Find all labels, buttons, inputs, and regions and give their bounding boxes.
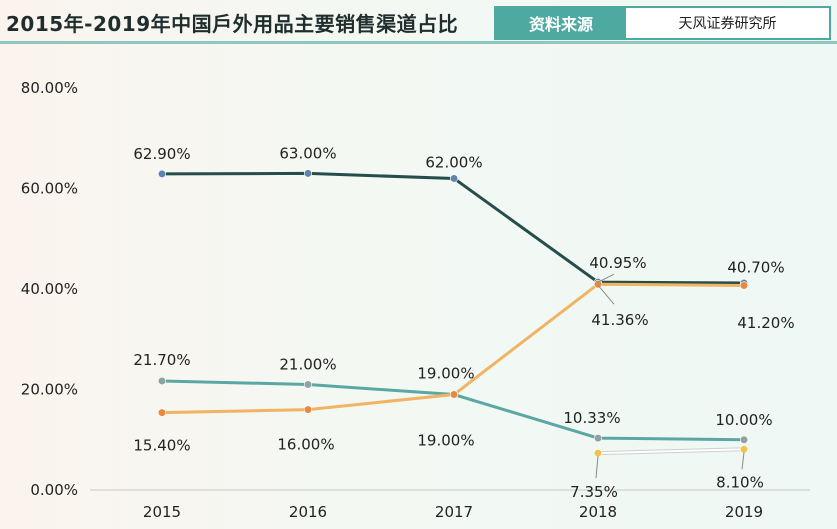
series-teal-data-label: 21.70% [133, 351, 190, 369]
series-orange-point [739, 281, 749, 290]
series-dark-point [449, 174, 459, 183]
series-teal-data-label: 10.00% [715, 411, 772, 429]
series-teal-data-label: 19.00% [417, 365, 474, 383]
chart-title: 2015年-2019年中国戶外用品主要销售渠道占比 [6, 12, 459, 36]
series-orange-data-label: 40.70% [727, 258, 784, 276]
series-dark-data-label: 62.00% [425, 153, 482, 171]
leader-line [741, 452, 745, 470]
y-tick-label: 0.00% [30, 481, 78, 499]
series-dark-point [157, 169, 167, 179]
series-yellow-data-label: 7.35% [570, 483, 618, 501]
x-tick-label: 2017 [435, 503, 473, 521]
source-box: 资料来源 天风证券研究所 [494, 6, 831, 40]
series-teal-point [157, 376, 167, 386]
series-dark-line [161, 171, 745, 285]
title-divider [0, 41, 837, 44]
series-dark-data-label: 62.90% [133, 145, 190, 163]
series-teal-point [593, 433, 603, 443]
x-tick-label: 2016 [289, 503, 327, 521]
series-teal-data-label: 10.33% [563, 409, 620, 427]
leader-line [595, 456, 599, 479]
series-yellow-point [593, 448, 603, 458]
series-dark-data-label: 63.00% [279, 144, 336, 162]
series-orange-data-label: 15.40% [133, 437, 190, 455]
series-orange-point [593, 280, 603, 289]
source-name: 天风证券研究所 [678, 16, 777, 32]
series-orange-data-label: 40.95% [589, 254, 646, 272]
series-dark-data-label: 41.36% [591, 311, 648, 329]
series-teal-point [303, 380, 313, 389]
series-orange-data-label: 16.00% [277, 436, 334, 454]
series-yellow-line [597, 448, 745, 455]
y-tick-label: 40.00% [21, 280, 78, 298]
x-tick-label: 2019 [725, 503, 763, 521]
series-orange-data-label: 19.00% [417, 432, 474, 450]
source-tag: 资料来源 [496, 8, 626, 38]
series-orange-point [449, 390, 459, 399]
y-tick-label: 20.00% [21, 381, 78, 399]
series-yellow-point [739, 445, 749, 454]
series-teal-data-label: 21.00% [279, 355, 336, 373]
x-tick-label: 2018 [579, 503, 617, 521]
series-orange-point [303, 405, 313, 414]
y-tick-label: 60.00% [21, 180, 78, 198]
series-yellow-data-label: 8.10% [716, 473, 764, 491]
y-tick-label: 80.00% [21, 79, 78, 97]
series-dark-point [303, 169, 313, 178]
x-tick-label: 2015 [143, 503, 181, 521]
series-dark-data-label: 41.20% [737, 314, 794, 332]
series-teal-point [739, 435, 749, 444]
series-orange-point [157, 408, 167, 417]
leader-line [597, 273, 615, 283]
leader-line [597, 284, 615, 305]
